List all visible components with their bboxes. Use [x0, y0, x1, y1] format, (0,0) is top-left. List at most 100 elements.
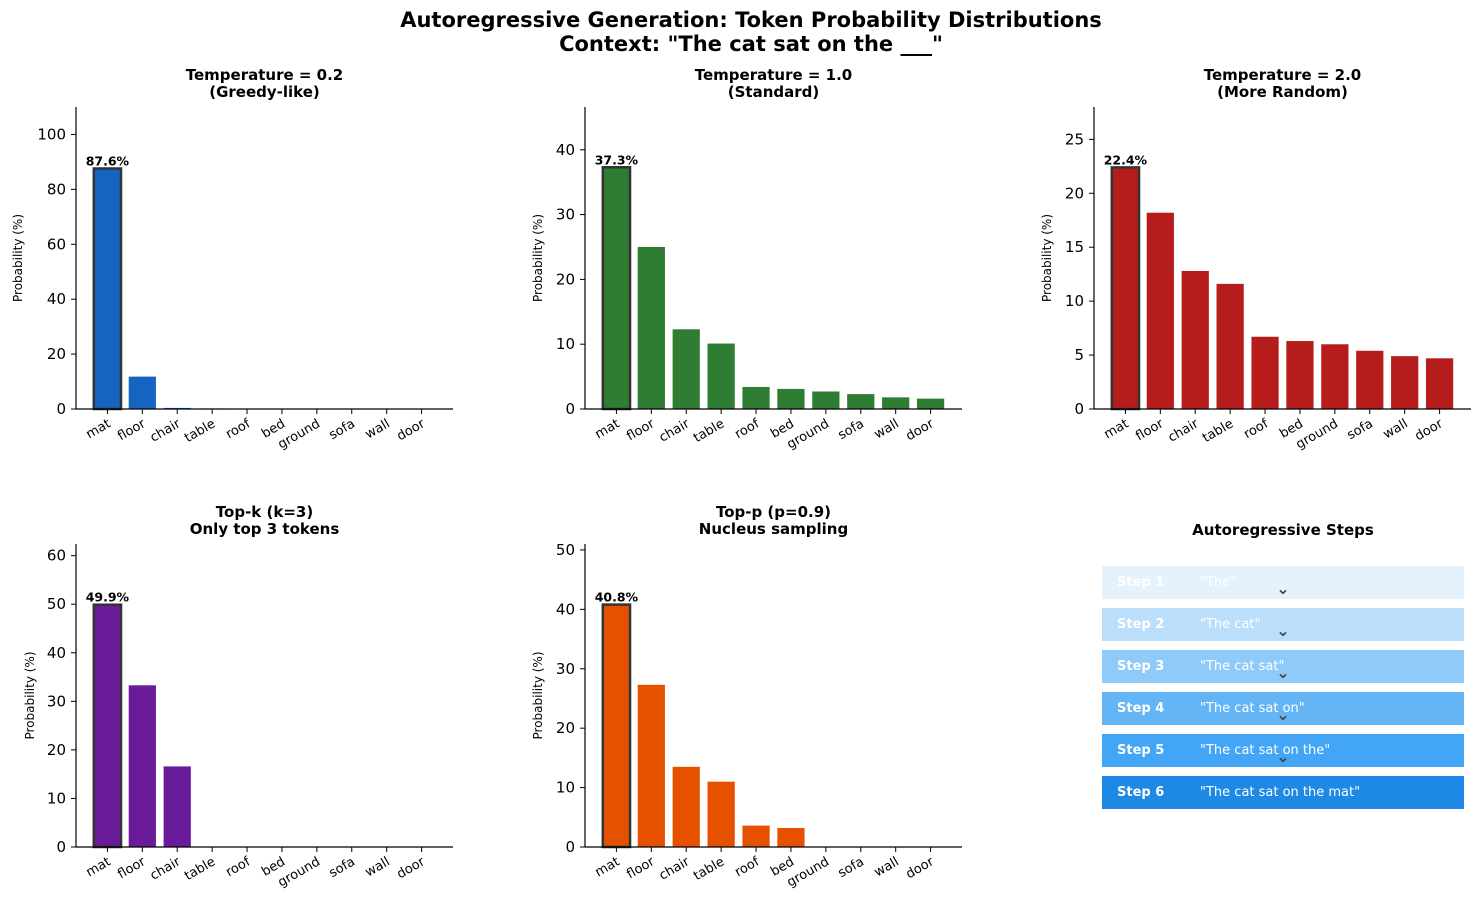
- bar-ground: [1321, 344, 1349, 409]
- bar-mat: [92, 603, 123, 849]
- x-tick-label: mat: [593, 416, 623, 442]
- x-tick-label: roof: [732, 854, 762, 880]
- bar-chair: [672, 766, 700, 847]
- y-tick-label: 60: [47, 547, 66, 565]
- chart-panel: Temperature = 1.0(Standard) Probability (…: [531, 66, 962, 452]
- x-tick-label: chair: [148, 854, 184, 883]
- bar-roof: [742, 825, 770, 847]
- bar-door: [1425, 358, 1454, 409]
- bar-bed: [777, 388, 805, 409]
- bar-table: [707, 343, 735, 409]
- figure-title-line1: Autoregressive Generation: Token Probabi…: [400, 8, 1102, 32]
- step-text: "The cat sat on the mat": [1200, 785, 1360, 800]
- bar-wall: [882, 397, 910, 409]
- y-tick-label: 10: [1065, 292, 1084, 310]
- chart-title-line: Temperature = 0.2: [186, 66, 343, 84]
- step-row: Step 3 "The cat sat"⌄: [1102, 650, 1464, 683]
- bar-sofa: [847, 394, 875, 409]
- chart-title-line: Top-p (p=0.9): [716, 503, 831, 521]
- x-tick-label: floor: [624, 854, 658, 882]
- bar-sofa: [1356, 350, 1384, 409]
- bar-mat: [601, 603, 632, 849]
- step-row: Step 4 "The cat sat on"⌄: [1102, 692, 1464, 725]
- step-label: Step 3: [1117, 659, 1164, 674]
- x-tick-label: door: [395, 416, 429, 444]
- step-box: [1102, 608, 1464, 641]
- y-tick-label: 0: [56, 400, 66, 418]
- step-box: [1102, 734, 1464, 767]
- y-tick-label: 10: [47, 789, 66, 807]
- y-tick-label: 40: [556, 600, 575, 618]
- data-label: 22.4%: [1104, 152, 1148, 167]
- step-label: Step 5: [1117, 743, 1164, 758]
- charts-area: Temperature = 0.2(Greedy-like) Probabilit…: [11, 66, 1471, 890]
- bar-chair: [672, 329, 700, 409]
- x-tick-label: sofa: [836, 416, 867, 443]
- step-text: "The cat sat on the": [1200, 743, 1330, 758]
- x-tick-label: wall: [872, 416, 902, 442]
- down-arrow-icon: ⌄: [1276, 579, 1289, 598]
- bar-roof: [742, 386, 770, 409]
- y-tick-label: 80: [47, 180, 66, 198]
- step-row: Step 5 "The cat sat on the"⌄: [1102, 734, 1464, 767]
- x-tick-label: roof: [223, 416, 253, 442]
- chart-title-line: (Standard): [728, 83, 819, 101]
- chart-panel: Top-k (k=3)Only top 3 tokens Probability …: [23, 503, 453, 890]
- step-label: Step 6: [1117, 785, 1164, 800]
- x-tick-label: wall: [363, 854, 393, 880]
- step-row: Step 2 "The cat" ⌄: [1102, 608, 1464, 641]
- x-tick-label: door: [904, 416, 938, 444]
- chart-panel: Temperature = 0.2(Greedy-like) Probabilit…: [11, 66, 453, 452]
- figure-title-line2: Context: "The cat sat on the ___": [559, 32, 943, 56]
- x-tick-label: sofa: [327, 854, 358, 881]
- bar-roof: [1251, 336, 1279, 409]
- chart-title-line: Temperature = 2.0: [1204, 66, 1361, 84]
- down-arrow-icon: ⌄: [1276, 705, 1289, 724]
- y-axis-label: Probability (%): [23, 651, 37, 739]
- x-tick-label: table: [691, 416, 727, 445]
- step-label: Step 1: [1117, 575, 1164, 590]
- x-tick-label: roof: [732, 416, 762, 442]
- x-tick-label: table: [691, 854, 727, 883]
- bar-wall: [1391, 356, 1419, 409]
- y-tick-label: 10: [556, 779, 575, 797]
- chart-panel: Temperature = 2.0(More Random) Probabilit…: [1040, 66, 1471, 452]
- x-tick-label: floor: [115, 416, 149, 444]
- step-box: [1102, 692, 1464, 725]
- y-tick-label: 30: [556, 660, 575, 678]
- x-tick-label: door: [1413, 416, 1447, 444]
- y-tick-label: 30: [556, 206, 575, 224]
- down-arrow-icon: ⌄: [1276, 747, 1289, 766]
- down-arrow-icon: ⌄: [1276, 621, 1289, 640]
- step-row: Step 1 "The" ⌄: [1102, 566, 1464, 599]
- chart-title-line: Temperature = 1.0: [695, 66, 852, 84]
- data-label: 40.8%: [595, 590, 639, 605]
- x-tick-label: wall: [1381, 416, 1411, 442]
- chart-title-line: Only top 3 tokens: [190, 520, 340, 538]
- steps-title: Autoregressive Steps: [1192, 521, 1374, 539]
- chart-title-line: (More Random): [1217, 83, 1348, 101]
- down-arrow-icon: ⌄: [1276, 663, 1289, 682]
- x-tick-label: floor: [1133, 416, 1167, 444]
- bar-floor: [637, 246, 665, 409]
- y-tick-label: 25: [1065, 130, 1084, 148]
- x-tick-label: door: [395, 854, 429, 882]
- step-row: Step 6 "The cat sat on the mat": [1102, 776, 1464, 809]
- chart-panel: Top-p (p=0.9)Nucleus sampling Probability…: [531, 503, 962, 890]
- step-text: "The cat": [1200, 617, 1260, 632]
- x-tick-label: mat: [84, 854, 114, 880]
- x-tick-label: sofa: [327, 416, 358, 443]
- data-label: 87.6%: [86, 153, 130, 168]
- y-tick-label: 15: [1065, 238, 1084, 256]
- bar-door: [916, 398, 945, 409]
- step-label: Step 2: [1117, 617, 1164, 632]
- x-tick-label: table: [182, 854, 218, 883]
- bar-mat: [1110, 166, 1141, 411]
- x-tick-label: sofa: [836, 854, 867, 881]
- y-tick-label: 50: [556, 541, 575, 559]
- x-tick-label: mat: [84, 416, 114, 442]
- bar-table: [1216, 283, 1244, 409]
- bar-floor: [128, 376, 156, 409]
- chart-title-line: (Greedy-like): [209, 83, 320, 101]
